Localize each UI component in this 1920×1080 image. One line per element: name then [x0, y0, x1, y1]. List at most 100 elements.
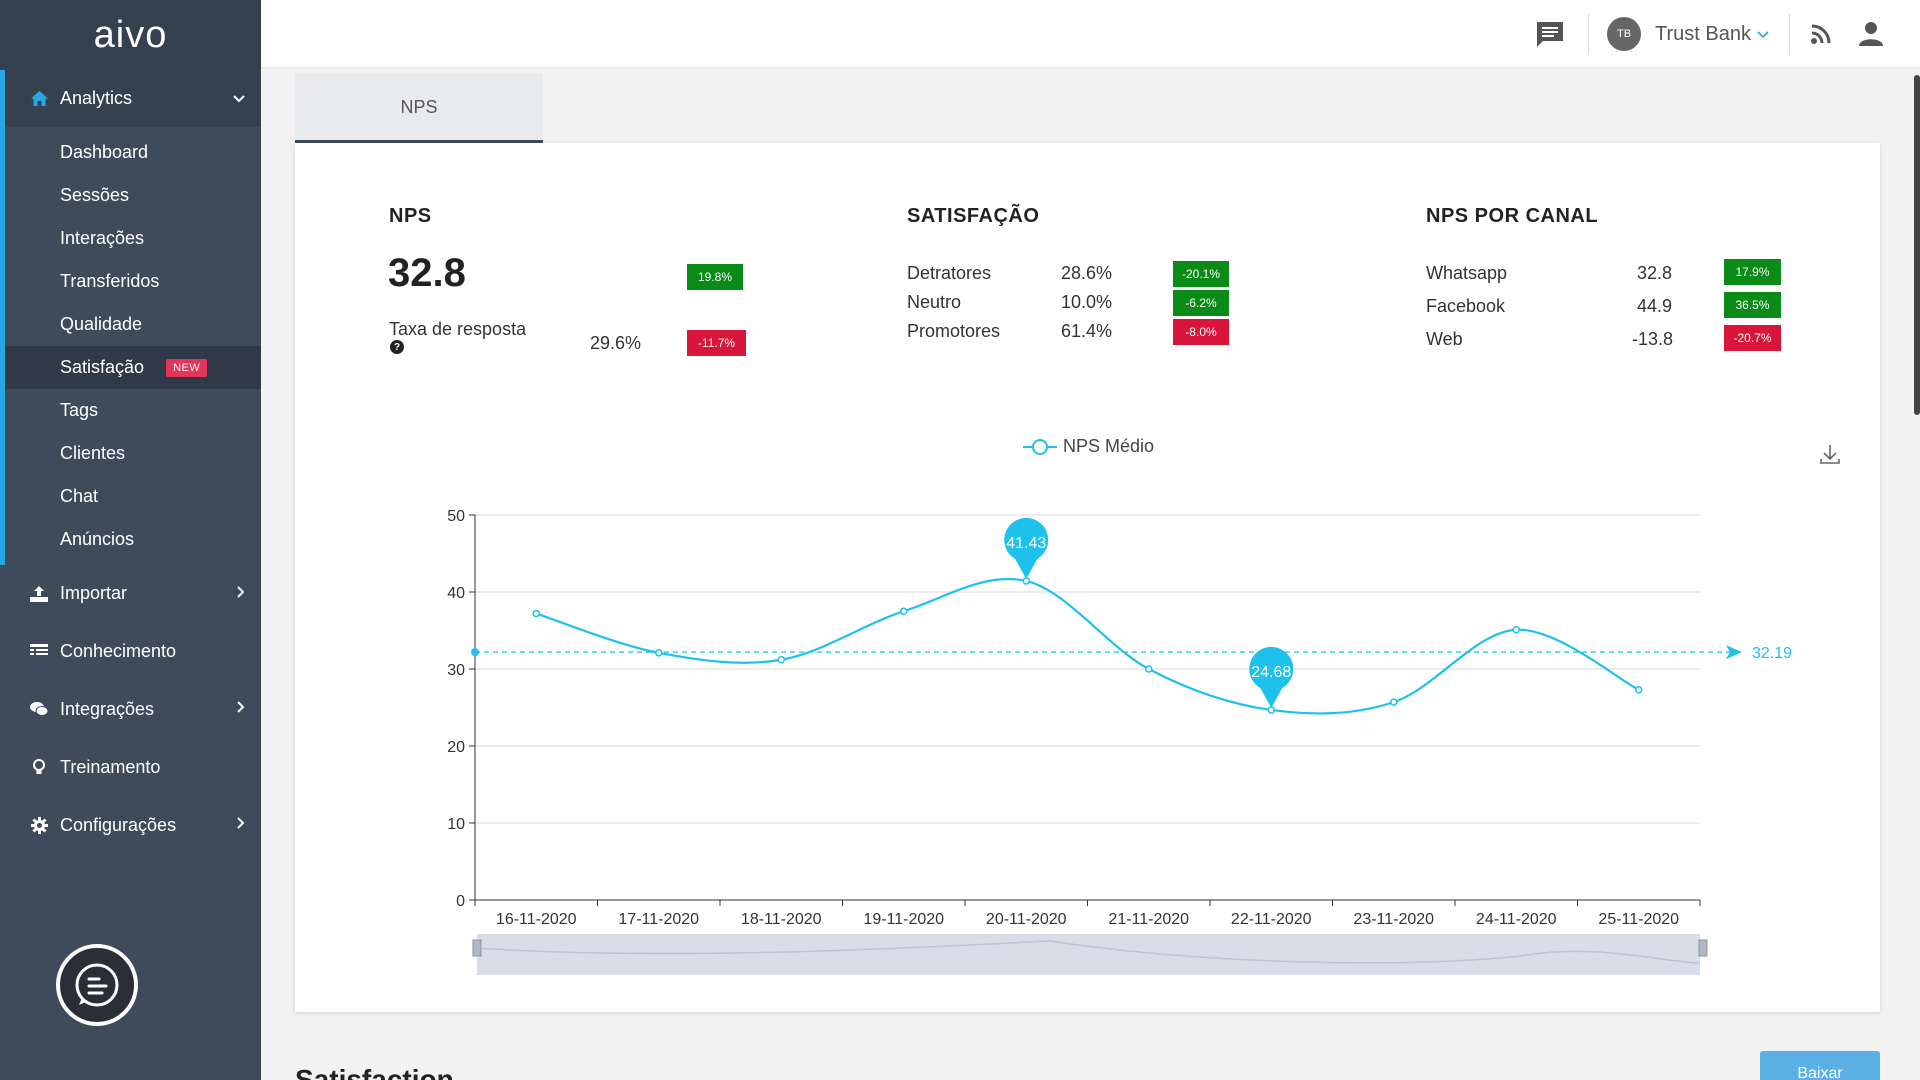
- satisfacao-change-badge: -8.0%: [1173, 319, 1229, 345]
- sidebar: aivo Analytics Dashboard Sessões Interaçõe…: [0, 0, 261, 1080]
- nps-title: NPS: [389, 205, 432, 227]
- home-icon: [28, 91, 50, 106]
- satisfacao-value: 61.4%: [1061, 321, 1113, 341]
- nps-line-chart: 0 10 20 30 40 50 16-11-2020 17-11-2020 18-11-202…: [447, 508, 1792, 975]
- chevron-right-icon: [237, 816, 245, 834]
- analytics-submenu: Dashboard Sessões Interações Transferidos Qu…: [0, 127, 261, 565]
- canal-label: Web: [1426, 329, 1463, 349]
- min-pin: [1249, 646, 1294, 708]
- sidebar-subitem[interactable]: Tags: [5, 389, 261, 432]
- sidebar-item-conhecimento[interactable]: Conhecimento: [0, 622, 261, 680]
- sidebar-subitem-label: Satisfação: [60, 357, 145, 377]
- sidebar-subitem-label: Dashboard: [60, 142, 149, 162]
- sidebar-subitem[interactable]: Clientes: [5, 432, 261, 475]
- max-pin-label: 41.43: [1006, 535, 1046, 552]
- sidebar-subitem[interactable]: Qualidade: [5, 303, 261, 346]
- sidebar-item-label: Analytics: [60, 88, 133, 108]
- nps-card: NPS 32.8 19.8% Taxa de resposta ? 29.6% …: [295, 143, 1880, 1012]
- canal-change-badge: -20.7%: [1724, 325, 1781, 351]
- sidebar-item-analytics[interactable]: Analytics: [0, 70, 261, 127]
- satisfacao-label: Detratores: [907, 263, 992, 283]
- x-tick-label: 16-11-2020: [496, 911, 577, 928]
- tab-nps[interactable]: NPS: [295, 74, 543, 143]
- sidebar-item-configurações[interactable]: Configurações: [0, 796, 261, 854]
- scrollbar[interactable]: [1914, 75, 1920, 415]
- chevron-down-icon: [233, 90, 245, 108]
- y-tick-label: 10: [447, 816, 465, 833]
- messages-icon[interactable]: [1530, 20, 1570, 48]
- nps-value: 32.8: [388, 251, 466, 295]
- chat-icon: [28, 701, 50, 717]
- sidebar-subitem-label: Qualidade: [60, 314, 143, 334]
- chevron-right-icon: [237, 700, 245, 718]
- sidebar-item-importar[interactable]: Importar: [0, 565, 261, 622]
- sidebar-item-label: Configurações: [60, 814, 177, 835]
- baixar-button[interactable]: Baixar: [1760, 1051, 1880, 1080]
- download-icon[interactable]: [1819, 443, 1841, 470]
- x-tick-label: 21-11-2020: [1108, 911, 1189, 928]
- top-bar: TB Trust Bank: [261, 0, 1920, 68]
- sidebar-subitem[interactable]: Interações: [5, 217, 261, 260]
- user-icon[interactable]: [1856, 21, 1886, 47]
- sidebar-subitem[interactable]: Dashboard: [5, 131, 261, 174]
- list-icon: [28, 644, 50, 658]
- chat-lines-icon: [75, 963, 119, 1007]
- average-start-marker: [471, 648, 479, 657]
- sidebar-item-integrações[interactable]: Integrações: [0, 680, 261, 738]
- sidebar-subitem[interactable]: Transferidos: [5, 260, 261, 303]
- data-point: [900, 607, 908, 615]
- sidebar-subitem-label: Tags: [60, 400, 99, 420]
- new-badge: NEW: [166, 358, 208, 377]
- x-tick-label: 23-11-2020: [1353, 911, 1434, 928]
- y-tick-label: 0: [456, 893, 465, 910]
- aivo-logo[interactable]: aivo: [0, 0, 261, 70]
- satisfacao-value: 10.0%: [1061, 292, 1113, 312]
- nps-change-badge: 19.8%: [687, 264, 743, 290]
- company-name: Trust Bank: [1655, 22, 1751, 45]
- section-title: Satisfaction: [295, 1064, 454, 1080]
- max-pin: [1004, 517, 1049, 579]
- response-change-badge: -11.7%: [687, 330, 746, 356]
- canal-value: 32.8: [1636, 263, 1672, 283]
- gear-icon: [28, 816, 50, 834]
- sidebar-subitem[interactable]: Chat: [5, 475, 261, 518]
- sidebar-subitem-label: Chat: [60, 486, 99, 506]
- x-tick-label: 20-11-2020: [986, 911, 1067, 928]
- x-tick-label: 25-11-2020: [1598, 911, 1679, 928]
- x-tick-label: 19-11-2020: [863, 911, 944, 928]
- satisfacao-title: SATISFAÇÃO: [907, 205, 1040, 227]
- y-tick-label: 30: [447, 662, 465, 679]
- sidebar-subitem-label: Sessões: [60, 185, 130, 205]
- divider: [1588, 14, 1590, 54]
- sidebar-item-label: Conhecimento: [60, 640, 177, 661]
- zoom-handle: [1698, 939, 1708, 957]
- sidebar-subitem[interactable]: Satisfação NEW: [5, 346, 261, 389]
- company-selector[interactable]: Trust Bank: [1655, 23, 1769, 46]
- average-label: 32.19: [1752, 645, 1792, 662]
- data-point: [1512, 625, 1520, 634]
- data-point: [1390, 698, 1398, 706]
- chat-widget-button[interactable]: [56, 944, 138, 1026]
- min-pin-label: 24.68: [1251, 664, 1291, 681]
- chart-legend[interactable]: NPS Médio: [1023, 436, 1154, 457]
- x-tick-label: 22-11-2020: [1231, 911, 1312, 928]
- divider: [1789, 14, 1790, 54]
- sidebar-item-label: Importar: [60, 583, 128, 603]
- zoom-slider-preview: [476, 940, 1701, 964]
- legend-label: NPS Médio: [1063, 436, 1155, 456]
- sidebar-subitem-label: Transferidos: [60, 271, 160, 291]
- sidebar-item-treinamento[interactable]: Treinamento: [0, 738, 261, 796]
- sidebar-subitem[interactable]: Anúncios: [5, 518, 261, 561]
- satisfacao-label: Promotores: [907, 321, 1001, 341]
- help-icon[interactable]: ?: [390, 340, 404, 354]
- canal-value: 44.9: [1636, 296, 1672, 316]
- satisfacao-change-badge: -20.1%: [1173, 261, 1229, 287]
- zoom-handle: [472, 939, 482, 957]
- sidebar-subitem[interactable]: Sessões: [5, 174, 261, 217]
- avatar[interactable]: TB: [1607, 17, 1642, 51]
- data-point: [655, 649, 663, 657]
- rss-icon[interactable]: [1808, 23, 1834, 45]
- satisfacao-label: Neutro: [907, 292, 962, 312]
- legend-marker: [1023, 438, 1057, 455]
- upload-icon: [28, 585, 50, 602]
